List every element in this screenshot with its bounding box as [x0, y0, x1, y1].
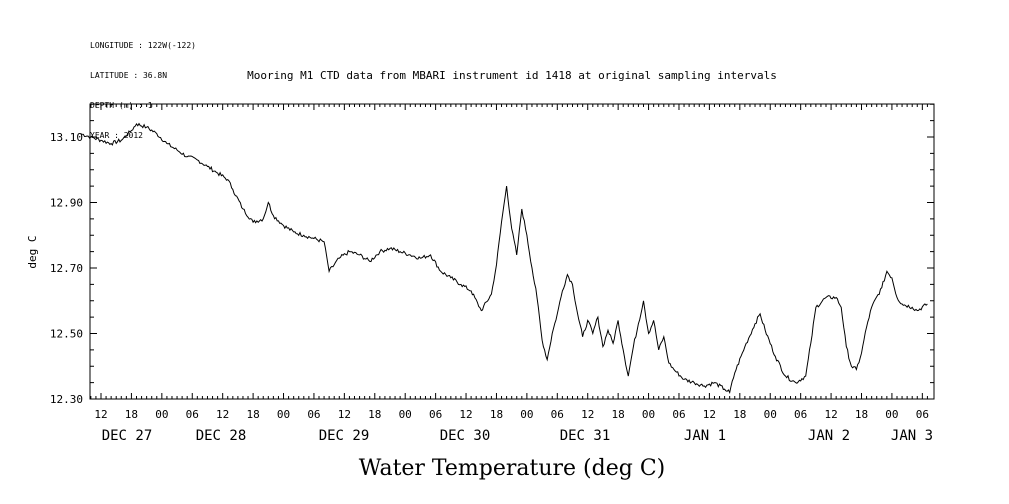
y-tick-label: 12.50 [50, 328, 83, 341]
x-hour-label: 00 [399, 408, 412, 421]
x-hour-label: 12 [703, 408, 716, 421]
x-date-label: JAN 2 [808, 428, 850, 444]
x-hour-label: 12 [216, 408, 229, 421]
x-hour-label: 00 [155, 408, 168, 421]
x-date-label: DEC 31 [560, 428, 611, 444]
x-hour-label: 18 [490, 408, 503, 421]
x-hour-label: 18 [855, 408, 868, 421]
x-hour-label: 00 [764, 408, 777, 421]
x-hour-label: 12 [581, 408, 594, 421]
x-hour-label: 18 [612, 408, 625, 421]
y-tick-label: 12.70 [50, 262, 83, 275]
x-date-label: DEC 27 [102, 428, 153, 444]
x-hour-label: 00 [642, 408, 655, 421]
x-hour-label: 18 [368, 408, 381, 421]
x-axis-label: Water Temperature (deg C) [359, 456, 666, 481]
x-date-label: DEC 30 [440, 428, 491, 444]
meta-longitude: LONGITUDE : 122W(-122) [90, 41, 196, 50]
x-hour-label: 18 [733, 408, 746, 421]
x-hour-label: 06 [186, 408, 199, 421]
x-hour-label: 18 [246, 408, 259, 421]
x-hour-label: 12 [459, 408, 472, 421]
x-tick-labels: 12 18 00 06 12 18 00 06 12 18 00 06 12 18 00 06 12 18 00 06… [94, 408, 933, 444]
chart-title: Mooring M1 CTD data from MBARI instrumen… [247, 69, 777, 82]
temperature-series-line [80, 122, 928, 394]
x-hour-label: 06 [672, 408, 685, 421]
x-date-label: JAN 1 [684, 428, 726, 444]
x-hour-label: 06 [551, 408, 564, 421]
x-date-label: DEC 28 [196, 428, 247, 444]
x-hour-label: 12 [338, 408, 351, 421]
x-hour-label: 06 [429, 408, 442, 421]
x-hour-label: 18 [125, 408, 138, 421]
y-tick-labels: 12.30 12.50 12.70 12.90 13.10 [50, 131, 83, 406]
x-hour-label: 00 [885, 408, 898, 421]
x-hour-label: 12 [94, 408, 107, 421]
x-date-label: JAN 3 [891, 428, 933, 444]
x-hour-label: 06 [307, 408, 320, 421]
plot-frame [89, 103, 935, 400]
x-hour-label: 06 [916, 408, 929, 421]
x-hour-label: 00 [277, 408, 290, 421]
y-tick-label: 13.10 [50, 131, 83, 144]
y-axis-label: deg C [26, 235, 39, 268]
meta-latitude: LATITUDE : 36.8N [90, 71, 168, 80]
y-tick-label: 12.90 [50, 197, 83, 210]
meta-year: YEAR : 2012 [90, 131, 143, 140]
axis-ticks [90, 103, 934, 400]
y-tick-label: 12.30 [50, 393, 83, 406]
x-hour-label: 06 [794, 408, 807, 421]
x-hour-label: 00 [520, 408, 533, 421]
x-hour-label: 12 [824, 408, 837, 421]
x-date-label: DEC 29 [319, 428, 370, 444]
